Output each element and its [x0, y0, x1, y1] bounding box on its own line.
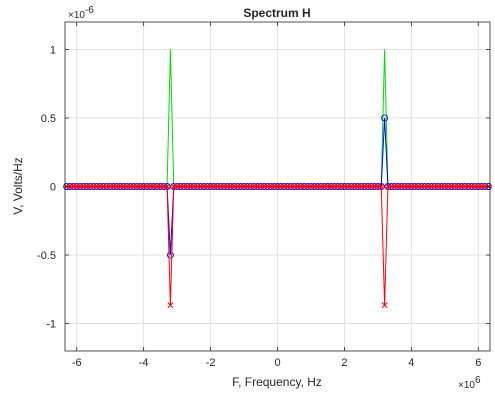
- x-axis-label: F, Frequency, Hz: [232, 375, 322, 389]
- y-exponent-power: -6: [85, 5, 94, 16]
- data-point: [378, 183, 385, 190]
- x-tick-label: 4: [408, 357, 414, 369]
- x-exponent: ×106: [458, 375, 481, 391]
- chart-title: Spectrum H: [243, 6, 310, 20]
- y-exponent: ×10-6: [68, 5, 94, 21]
- x-tick-label: 6: [475, 357, 481, 369]
- x-tick-label: 2: [341, 357, 347, 369]
- x-exponent-base: ×10: [458, 380, 475, 391]
- y-tick-label: 1: [50, 44, 56, 56]
- x-tick-label: -4: [139, 357, 149, 369]
- y-tick-label: 0: [50, 182, 56, 194]
- y-tick-label: -1: [46, 319, 56, 331]
- series-2: [63, 183, 492, 309]
- data-point: [381, 302, 388, 309]
- tick-marks: [65, 22, 490, 351]
- y-axis-label: V, Volts/Hz: [11, 157, 25, 215]
- x-tick-label: -6: [72, 357, 82, 369]
- y-tick-label: 0.5: [41, 113, 56, 125]
- data-point: [164, 183, 171, 190]
- x-tick-label: 0: [274, 357, 280, 369]
- data-point: [167, 302, 174, 309]
- series-layer: [63, 49, 492, 309]
- y-exponent-base: ×10: [68, 10, 85, 21]
- data-point: [166, 251, 174, 259]
- x-tick-label: -2: [206, 357, 216, 369]
- x-exponent-power: 6: [475, 375, 481, 386]
- tick-labels: -6 -4 -2 0 2 4 6 -1 -0.5 0 0.5 1: [37, 44, 481, 369]
- data-point: [381, 114, 389, 122]
- y-tick-label: -0.5: [37, 250, 56, 262]
